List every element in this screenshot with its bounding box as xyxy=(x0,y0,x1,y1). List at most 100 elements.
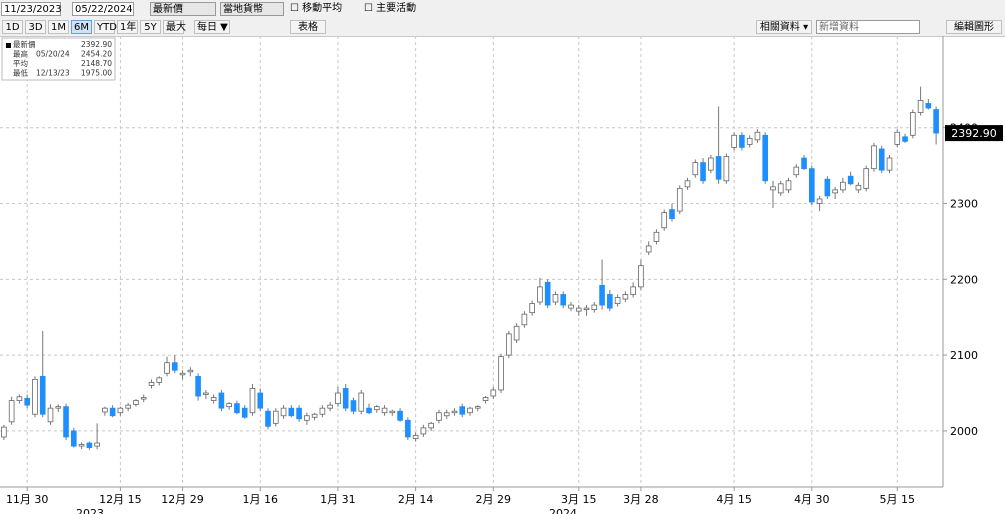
candle-body xyxy=(78,444,85,447)
candle-body xyxy=(467,407,473,414)
candle-body xyxy=(335,392,341,405)
legend-label: 最低 xyxy=(13,68,28,78)
candle-body xyxy=(327,404,333,409)
candle-body xyxy=(125,404,131,409)
candle-body xyxy=(373,406,380,411)
candle-body xyxy=(708,157,714,171)
candle-body xyxy=(86,442,93,448)
candle-body xyxy=(902,136,908,142)
candle-body xyxy=(847,175,854,185)
candle-body xyxy=(840,181,846,191)
legend-value: 2392.90 xyxy=(81,40,112,49)
candle-body xyxy=(917,100,924,113)
candle-body xyxy=(560,294,567,306)
legend-value: 1975.00 xyxy=(81,69,112,78)
candle-body xyxy=(1,426,7,438)
candle-body xyxy=(39,375,46,415)
table-button[interactable]: 表格 xyxy=(290,20,326,34)
x-tick-label: 3月 15 xyxy=(561,493,597,506)
candle-body xyxy=(24,397,30,406)
candle-body xyxy=(544,281,551,306)
candle-body xyxy=(762,134,769,182)
legend-date: 05/20/24 xyxy=(36,50,70,59)
candle-body xyxy=(537,286,543,303)
candle-body xyxy=(910,112,916,136)
candle-body xyxy=(249,388,256,414)
range-button[interactable]: 3D xyxy=(25,20,46,34)
toolbar-bottom: 1D 3D 1M 6M YTD 1年 5Y 最大 每日 ▼ 表格 相關資料 ▾ 新增資料 編輯… xyxy=(0,18,1005,37)
y-tick-label: 2300 xyxy=(950,198,978,211)
candle-body xyxy=(886,157,893,171)
frequency[interactable]: 每日 ▼ xyxy=(194,20,230,34)
candle-body xyxy=(210,397,217,401)
x-tick-label: 12月 29 xyxy=(161,493,204,506)
candle-body xyxy=(436,412,442,421)
candle-body xyxy=(304,415,310,421)
candle-body xyxy=(474,406,481,409)
price-field[interactable]: 最新價 xyxy=(150,2,216,16)
end-date[interactable]: 05/22/2024 xyxy=(72,2,134,16)
candle-body xyxy=(684,180,691,188)
moving-average[interactable]: ☐ 移動平均 xyxy=(290,3,343,14)
range-button[interactable]: YTD xyxy=(94,20,117,34)
candle-body xyxy=(226,403,232,408)
candle-body xyxy=(156,377,163,383)
candle-body xyxy=(793,166,800,176)
candle-body xyxy=(739,134,745,148)
candle-body xyxy=(420,427,427,435)
candle-body xyxy=(832,189,838,194)
range-button[interactable]: 6M xyxy=(71,20,92,34)
candle-body xyxy=(645,245,652,253)
candle-body xyxy=(16,396,23,401)
add-data[interactable]: 新增資料 xyxy=(816,20,920,34)
candle-body xyxy=(824,178,831,197)
y-tick-label: 2200 xyxy=(950,273,978,286)
candle-body xyxy=(521,313,528,326)
candle-body xyxy=(195,375,201,397)
y-tick-label: 2100 xyxy=(950,349,978,362)
candle-body xyxy=(607,294,613,309)
candle-body xyxy=(234,403,240,414)
candle-body xyxy=(871,145,877,170)
candle-body xyxy=(630,286,636,295)
range-button[interactable]: 1M xyxy=(48,20,69,34)
candle-body xyxy=(218,392,225,409)
legend-value: 2148.70 xyxy=(81,59,112,68)
range-button[interactable]: 5Y xyxy=(140,20,161,34)
candle-body xyxy=(428,422,434,429)
related-button[interactable]: 相關資料 ▾ xyxy=(756,20,812,34)
candle-body xyxy=(700,162,706,182)
currency[interactable]: 當地貨幣 xyxy=(220,2,284,16)
candle-body xyxy=(187,369,194,373)
candle-body xyxy=(614,297,621,304)
range-button[interactable]: 1年 xyxy=(117,20,138,34)
candle-body xyxy=(47,407,54,423)
candle-body xyxy=(257,392,264,409)
candle-body xyxy=(490,389,497,397)
candle-body xyxy=(342,388,349,409)
key-events[interactable]: ☐ 主要活動 xyxy=(364,3,417,14)
candle-body xyxy=(55,406,62,409)
candle-body xyxy=(203,392,209,395)
range-button[interactable]: 最大 xyxy=(163,20,186,34)
candle-body xyxy=(288,407,295,417)
x-tick-label: 2月 29 xyxy=(476,493,512,506)
candle-body xyxy=(241,407,248,418)
candle-body xyxy=(801,157,807,170)
x-tick-label: 4月 15 xyxy=(716,493,752,506)
start-date[interactable]: 11/23/2023 xyxy=(1,2,62,16)
year-label: 2023 xyxy=(76,507,104,514)
candle-body xyxy=(568,304,574,309)
candle-body xyxy=(653,231,660,242)
candle-body xyxy=(855,184,862,191)
range-button[interactable]: 1D xyxy=(2,20,23,34)
candle-body xyxy=(723,156,730,182)
x-tick-label: 11月 30 xyxy=(6,493,49,506)
candle-body xyxy=(381,407,388,414)
candle-body xyxy=(459,406,466,415)
legend-label: 平均 xyxy=(13,58,28,68)
toolbar-top: 11/23/2023 05/22/2024 最新價 當地貨幣 ☐ 移動平均 ☐ … xyxy=(0,0,1005,19)
edit-chart[interactable]: 編輯圖形 xyxy=(946,20,1002,34)
candle-body xyxy=(102,407,108,413)
candle-body xyxy=(746,137,753,145)
